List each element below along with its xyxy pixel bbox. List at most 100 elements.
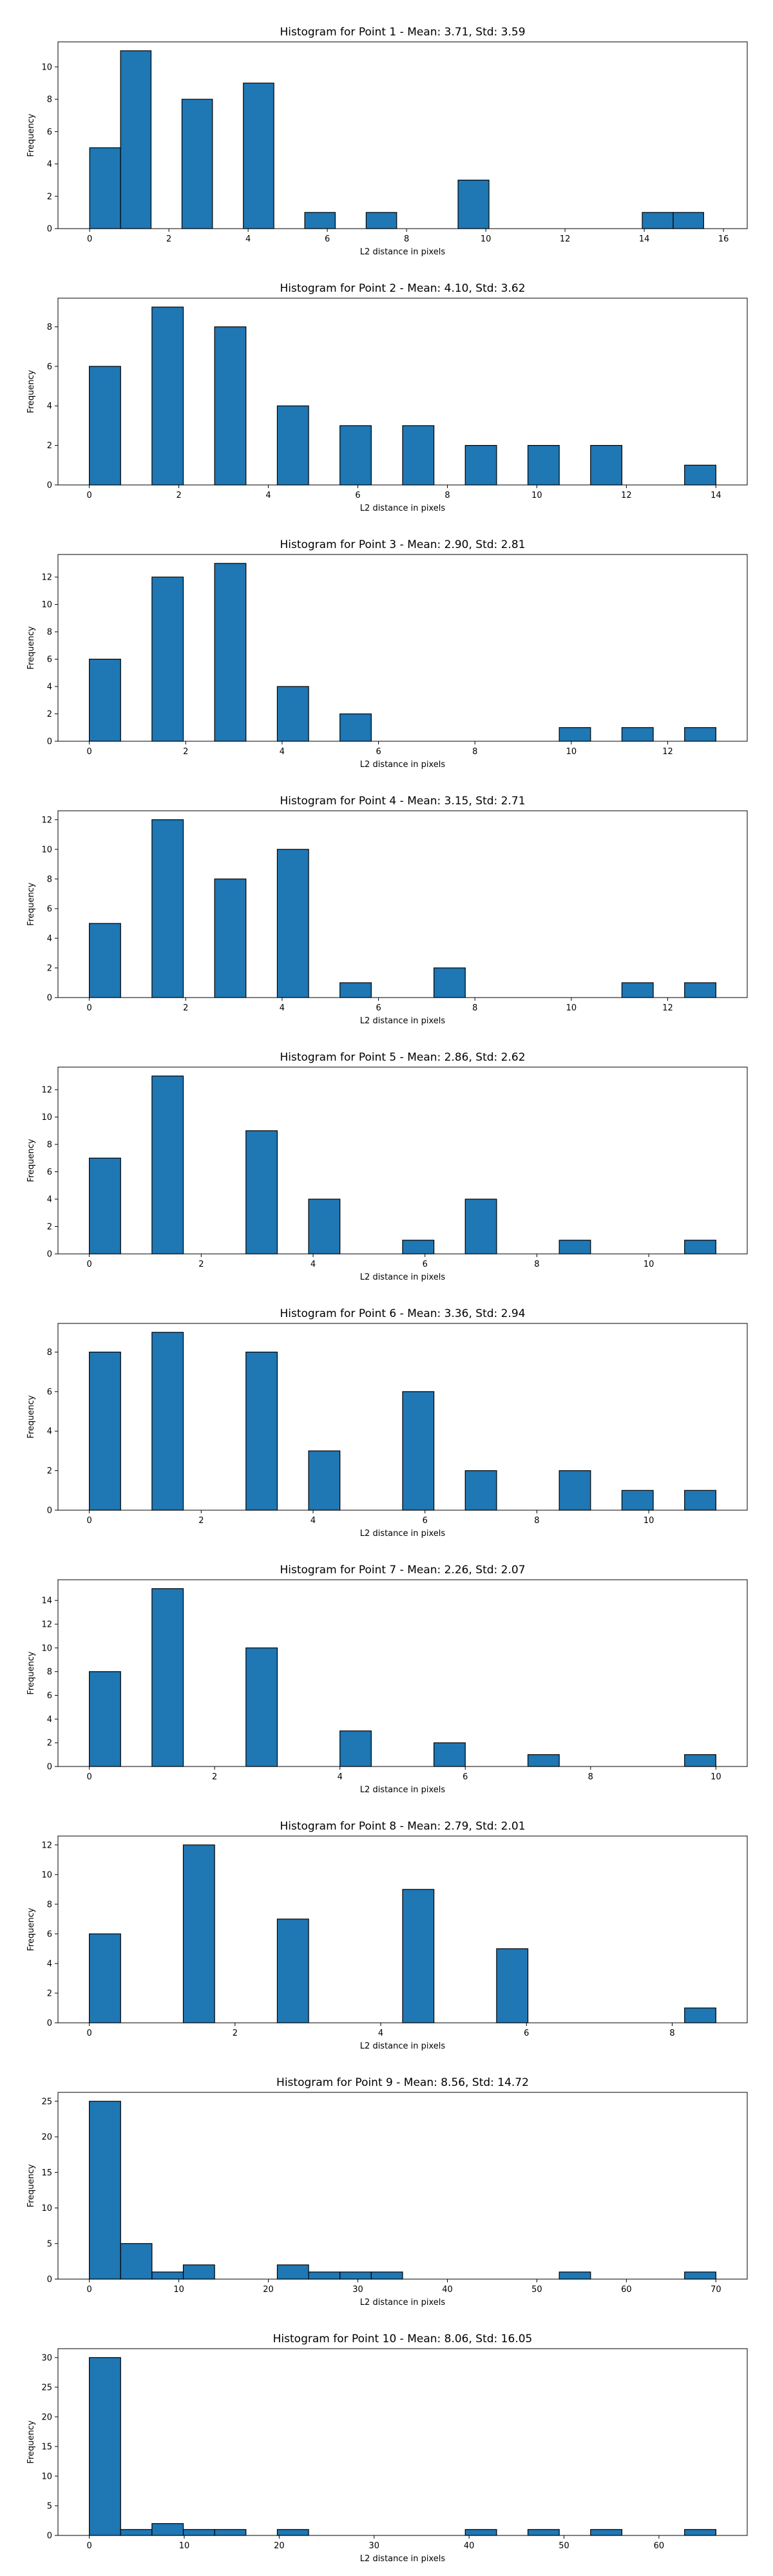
x-tick-label: 8 bbox=[669, 2029, 674, 2038]
x-tick-label: 60 bbox=[654, 2541, 665, 2551]
histogram-bar bbox=[276, 1918, 309, 2023]
histogram-bar bbox=[370, 2271, 403, 2280]
y-tick-label: 4 bbox=[47, 402, 52, 412]
x-tick-label: 6 bbox=[376, 1003, 381, 1013]
histogram-bar bbox=[464, 2529, 497, 2536]
chart-panel-5: Histogram for Point 5 - Mean: 2.86, Std:… bbox=[26, 1051, 748, 1282]
x-tick-label: 8 bbox=[534, 1516, 539, 1526]
x-tick-label: 8 bbox=[472, 1003, 477, 1013]
chart-title: Histogram for Point 7 - Mean: 2.26, Std:… bbox=[280, 1564, 525, 1577]
y-tick-label: 0 bbox=[47, 1250, 52, 1260]
histogram-bar bbox=[496, 1948, 529, 2023]
histogram-bar bbox=[276, 686, 309, 742]
x-tick-label: 12 bbox=[621, 491, 632, 500]
x-tick-label: 30 bbox=[352, 2285, 363, 2295]
y-tick-label: 12 bbox=[41, 1086, 52, 1095]
histogram-bar bbox=[120, 50, 152, 229]
y-tick-label: 0 bbox=[47, 737, 52, 747]
histogram-bar bbox=[590, 445, 623, 486]
histogram-bar bbox=[89, 658, 121, 742]
x-tick-label: 12 bbox=[560, 234, 571, 244]
x-tick-label: 2 bbox=[176, 491, 181, 500]
chart-title: Histogram for Point 3 - Mean: 2.90, Std:… bbox=[280, 538, 525, 551]
x-tick-label: 2 bbox=[166, 234, 171, 244]
x-tick-label: 6 bbox=[524, 2029, 529, 2038]
y-tick-label: 6 bbox=[47, 655, 52, 665]
x-tick-label: 20 bbox=[274, 2541, 285, 2551]
y-tick-label: 0 bbox=[47, 481, 52, 491]
histogram-bar bbox=[151, 2271, 184, 2280]
histogram-bar bbox=[402, 1889, 435, 2023]
y-tick-label: 4 bbox=[47, 1427, 52, 1437]
x-tick-label: 2 bbox=[183, 747, 188, 757]
y-tick-label: 6 bbox=[47, 1691, 52, 1701]
histogram-bar bbox=[276, 2529, 309, 2536]
chart-title: Histogram for Point 6 - Mean: 3.36, Std:… bbox=[280, 1307, 525, 1320]
y-tick-label: 0 bbox=[47, 2275, 52, 2285]
histogram-bar bbox=[642, 212, 674, 229]
histogram-bar bbox=[120, 2243, 153, 2280]
x-tick-label: 10 bbox=[566, 1003, 577, 1013]
y-tick-label: 2 bbox=[47, 1466, 52, 1476]
y-tick-label: 0 bbox=[47, 2532, 52, 2541]
y-tick-label: 6 bbox=[47, 128, 52, 137]
x-axis-label: L2 distance in pixels bbox=[360, 1016, 446, 1026]
x-tick-label: 2 bbox=[198, 1260, 204, 1269]
y-tick-label: 25 bbox=[41, 2383, 52, 2392]
histogram-bar bbox=[590, 2529, 623, 2536]
x-tick-label: 4 bbox=[338, 1772, 343, 1782]
y-tick-label: 2 bbox=[47, 963, 52, 973]
histogram-bar bbox=[434, 967, 466, 998]
y-tick-label: 14 bbox=[41, 1596, 52, 1606]
x-tick-label: 4 bbox=[245, 234, 251, 244]
y-tick-label: 12 bbox=[41, 1620, 52, 1630]
y-tick-label: 5 bbox=[47, 2501, 52, 2511]
y-tick-label: 10 bbox=[41, 845, 52, 855]
x-tick-label: 6 bbox=[463, 1772, 468, 1782]
x-tick-label: 4 bbox=[310, 1516, 316, 1526]
histogram-bar bbox=[89, 2101, 121, 2280]
chart-title: Histogram for Point 9 - Mean: 8.56, Std:… bbox=[276, 2076, 529, 2089]
histogram-bar bbox=[684, 982, 716, 998]
histogram-bar bbox=[151, 1075, 184, 1255]
x-tick-label: 40 bbox=[442, 2285, 453, 2295]
histogram-bar bbox=[684, 464, 716, 486]
histogram-bar bbox=[120, 2529, 153, 2536]
x-axis-label: L2 distance in pixels bbox=[360, 760, 446, 770]
chart-panel-4: Histogram for Point 4 - Mean: 3.15, Std:… bbox=[26, 795, 748, 1026]
x-tick-label: 10 bbox=[173, 2285, 184, 2295]
chart-panel-6: Histogram for Point 6 - Mean: 3.36, Std:… bbox=[26, 1307, 748, 1539]
x-tick-label: 6 bbox=[355, 491, 360, 500]
y-axis-label: Frequency bbox=[26, 1908, 36, 1951]
histogram-bar bbox=[684, 1754, 716, 1767]
histogram-bar bbox=[276, 405, 309, 486]
histogram-bar bbox=[558, 1240, 591, 1255]
y-tick-label: 25 bbox=[41, 2097, 52, 2107]
chart-title: Histogram for Point 4 - Mean: 3.15, Std:… bbox=[280, 795, 525, 808]
histogram-bar bbox=[276, 2264, 309, 2280]
plot-frame bbox=[57, 1066, 748, 1255]
histogram-bar bbox=[527, 2529, 560, 2536]
x-tick-label: 14 bbox=[639, 234, 650, 244]
x-tick-label: 12 bbox=[662, 747, 673, 757]
y-tick-label: 2 bbox=[47, 1222, 52, 1232]
x-tick-label: 8 bbox=[472, 747, 477, 757]
x-tick-label: 6 bbox=[423, 1260, 428, 1269]
histogram-bar bbox=[402, 1240, 435, 1255]
histogram-bar bbox=[527, 445, 560, 486]
y-tick-label: 6 bbox=[47, 362, 52, 372]
histogram-bar bbox=[308, 1450, 341, 1511]
chart-panel-1: Histogram for Point 1 - Mean: 3.71, Std:… bbox=[26, 26, 748, 257]
y-tick-label: 8 bbox=[47, 1667, 52, 1677]
histogram-bar bbox=[151, 307, 184, 486]
y-axis-label: Frequency bbox=[26, 370, 36, 413]
histogram-bar bbox=[182, 1844, 215, 2023]
histogram-bar bbox=[89, 147, 121, 229]
y-tick-label: 4 bbox=[47, 160, 52, 169]
y-tick-label: 2 bbox=[47, 441, 52, 451]
x-tick-label: 2 bbox=[183, 1003, 188, 1013]
x-tick-label: 4 bbox=[280, 747, 285, 757]
y-tick-label: 15 bbox=[41, 2168, 52, 2178]
y-tick-label: 2 bbox=[47, 1739, 52, 1748]
